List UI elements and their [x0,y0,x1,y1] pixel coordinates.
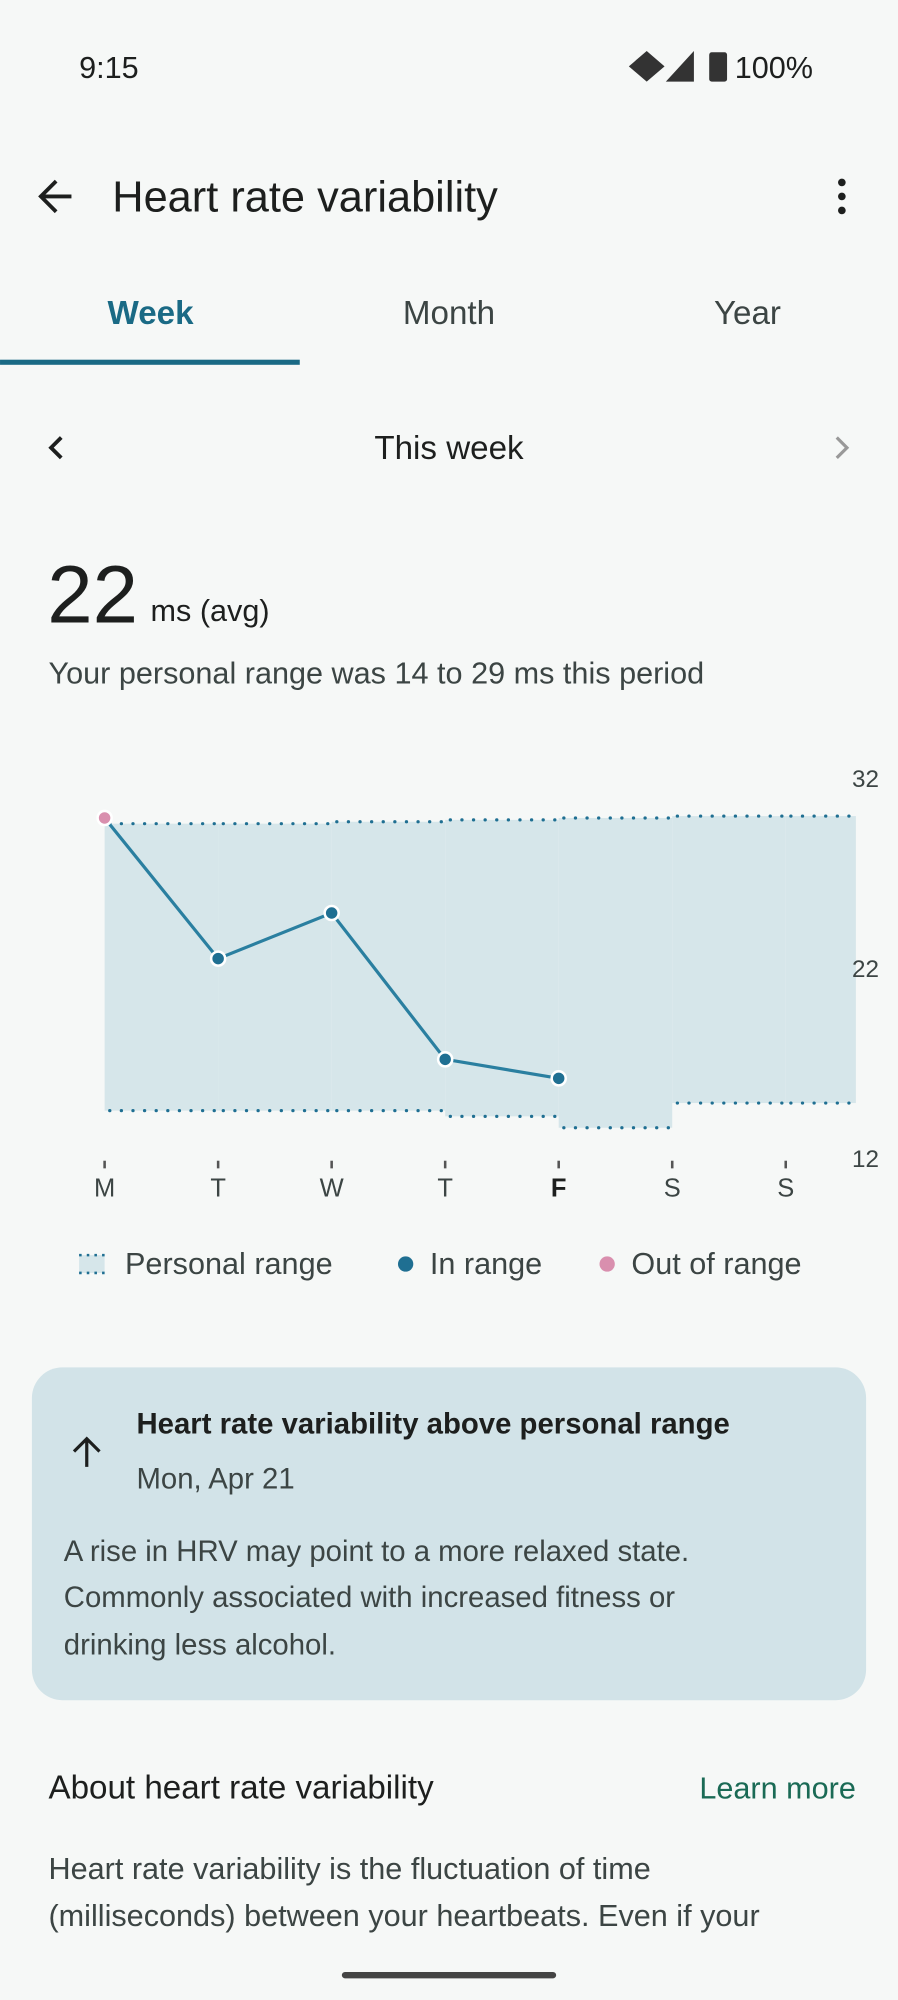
x-tick-label: W [320,1174,344,1202]
hrv-point [96,809,113,827]
about-body: Heart rate variability is the fluctuatio… [48,1852,650,1886]
back-button[interactable] [38,179,72,214]
x-tick-label: S [777,1174,794,1202]
home-handle[interactable] [341,1971,557,1979]
clock: 9:15 [79,51,139,85]
battery-text: 100% [735,51,813,85]
legend-label: In range [430,1247,542,1281]
legend-swatch [79,1255,105,1273]
personal-range [558,817,673,1128]
menu-button[interactable] [838,178,846,215]
card-body: drinking less alcohol. [64,1628,336,1661]
range-text: Your personal range was 14 to 29 ms this… [48,657,704,691]
hrv-point [209,950,227,967]
personal-range [218,823,332,1111]
hrv-point [323,904,340,922]
tab-indicator [0,359,300,365]
x-tick-label: F [551,1174,567,1202]
personal-range [672,816,786,1104]
avg-value: 22 [47,549,138,640]
legend-label: Out of range [631,1247,801,1281]
learn-more-link[interactable]: Learn more [699,1771,856,1805]
status-icons [628,51,728,82]
y-tick-label: 12 [852,1146,879,1173]
about-body: (milliseconds) between your heartbeats. … [48,1899,759,1933]
arrow-up-icon [72,1436,101,1467]
next-button[interactable] [835,436,850,460]
x-tick-label: S [664,1174,681,1202]
legend-swatch [397,1256,414,1272]
tab[interactable]: Month [403,295,495,332]
x-tick-label: T [437,1174,453,1202]
card-date: Mon, Apr 21 [136,1463,294,1496]
prev-button[interactable] [48,436,63,460]
avg-unit: ms (avg) [151,594,270,628]
tab[interactable]: Week [108,295,195,332]
personal-range [785,816,856,1104]
x-tick-label: M [94,1174,115,1202]
chart: 12 22 32 M T W T F S S Personal range In range Out o… [79,766,879,1281]
card-title: Heart rate variability above personal ra… [136,1408,729,1441]
y-tick-label: 22 [852,956,879,983]
card-body: A rise in HRV may point to a more relaxe… [64,1535,689,1568]
hrv-point [436,1051,454,1068]
tab[interactable]: Year [714,295,781,332]
period-label: This week [374,430,524,467]
legend-swatch [599,1256,615,1272]
legend-label: Personal range [125,1247,333,1281]
page-title: Heart rate variability [112,174,498,222]
insight-card[interactable] [31,1367,867,1701]
hrv-point [550,1070,567,1087]
x-tick-label: T [210,1174,226,1202]
y-tick-label: 32 [852,766,879,793]
personal-range [445,819,559,1117]
personal-range [331,821,446,1111]
personal-range [104,823,219,1111]
about-title: About heart rate variability [48,1769,434,1806]
card-body: Commonly associated with increased fitne… [64,1581,675,1614]
